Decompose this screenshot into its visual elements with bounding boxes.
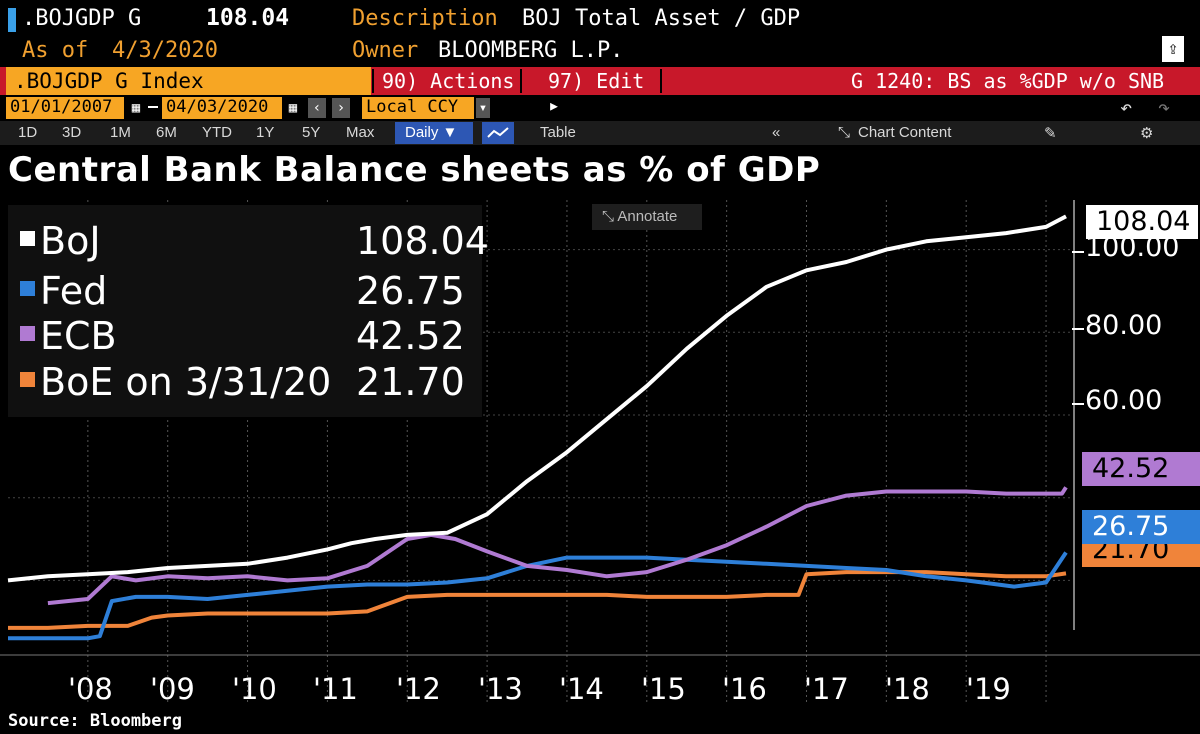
chart-legend: BoJ 108.04 Fed 26.75 ECB 42.52 BoE on 3/… [8,205,489,417]
range-1m[interactable]: 1M [110,124,131,141]
edit-menu[interactable]: 97) Edit ▸ [548,67,658,117]
annotate-button[interactable]: ⤡ Annotate [592,204,702,230]
as-of-date: 4/3/2020 [112,38,218,63]
range-max[interactable]: Max [346,124,375,141]
calendar-icon[interactable]: ▦ [127,98,145,118]
range-1d[interactable]: 1D [18,124,38,141]
prev-period-button[interactable]: ‹ [308,98,326,118]
line-chart [0,200,1200,705]
calendar-icon[interactable]: ▦ [284,98,302,118]
chart-content-icon[interactable]: ⤡ [838,124,851,141]
range-3d[interactable]: 3D [62,124,82,141]
collapse-icon[interactable]: « [772,124,781,141]
y-tick-label: 80.00 [1085,310,1163,341]
x-tick-label: '18 [885,672,930,706]
range-6m[interactable]: 6M [156,124,177,141]
x-tick-label: '16 [722,672,767,706]
legend-swatch [20,281,35,296]
y-tick-mark [1072,328,1084,330]
range-5y[interactable]: 5Y [302,124,321,141]
date-range-bar: 01/01/2007 ▦ 04/03/2020 ▦ ‹ › Local CCY … [0,95,1200,121]
ticker-marker [8,8,16,32]
current-value: 108.04 [206,5,290,31]
x-tick-label: '11 [313,672,358,706]
value-tag-boj: 108.04 [1086,205,1198,239]
owner-label: Owner [352,38,419,63]
legend-value: 108.04 [356,219,489,263]
x-tick-label: '12 [396,672,441,706]
currency-select[interactable]: Local CCY [362,97,474,119]
x-tick-label: '17 [804,672,849,706]
gear-icon[interactable]: ⚙ [1140,125,1154,142]
legend-swatch [20,326,35,341]
legend-value: 21.70 [356,360,465,404]
legend-swatch [20,231,35,246]
toolbar-divider [660,69,662,93]
date-dash [148,106,158,108]
y-tick-mark [1072,403,1084,405]
legend-label: Fed [40,269,108,313]
x-tick-label: '19 [966,672,1011,706]
ticker-short: .BOJGDP G [22,6,142,31]
edit-pencil-icon[interactable]: ✎ [1044,125,1057,142]
table-button[interactable]: Table [540,124,576,141]
legend-value: 26.75 [356,269,465,313]
undo-icon[interactable]: ↶ [1120,95,1133,119]
next-period-button[interactable]: › [332,98,350,118]
toolbar-divider [520,69,522,93]
ticker-index-field[interactable]: .BOJGDP G Index [6,67,371,95]
x-tick-label: '08 [68,672,113,706]
x-tick-label: '09 [150,672,195,706]
value-tag-fed: 26.75 [1082,510,1200,544]
end-date-field[interactable]: 04/03/2020 [162,97,282,119]
chart-title: Central Bank Balance sheets as % of GDP [8,150,821,190]
owner-value: BLOOMBERG L.P. [438,38,624,63]
range-ytd[interactable]: YTD [202,124,232,141]
x-tick-label: '10 [232,672,277,706]
redo-icon[interactable]: ↷ [1158,95,1171,119]
as-of-label: As of [22,38,89,63]
y-tick-label: 60.00 [1085,385,1163,416]
chart-name: G 1240: BS as %GDP w/o SNB [851,67,1196,95]
chart-content-button[interactable]: Chart Content [858,124,952,141]
value-tag-ecb: 42.52 [1082,452,1200,486]
function-toolbar: .BOJGDP G Index 90) Actions ▸ 97) Edit ▸… [0,67,1200,117]
range-toolbar: 1D 3D 1M 6M YTD 1Y 5Y Max Daily ▼ Table … [0,121,1200,145]
start-date-field[interactable]: 01/01/2007 [6,97,124,119]
legend-label: BoJ [40,219,101,263]
description-label: Description [352,6,498,31]
series-line-boj [7,214,1067,583]
security-header: .BOJGDP G 108.04 Description BOJ Total A… [0,4,1200,36]
annotate-icon: ⤡ [602,208,618,225]
toolbar-divider [372,69,374,93]
security-subheader: As of 4/3/2020 Owner BLOOMBERG L.P. ⇪ [0,36,1200,66]
x-tick-label: '13 [478,672,523,706]
range-1y[interactable]: 1Y [256,124,275,141]
export-icon[interactable]: ⇪ [1162,36,1184,62]
actions-menu[interactable]: 90) Actions ▸ [382,67,517,117]
legend-value: 42.52 [356,314,465,358]
chevron-down-icon[interactable]: ▾ [476,98,490,118]
x-tick-label: '15 [641,672,686,706]
source-note: Source: Bloomberg [8,711,182,731]
legend-label: BoE on 3/31/20 [40,360,332,404]
y-tick-mark [1072,251,1084,253]
description-value: BOJ Total Asset / GDP [522,6,801,31]
series-line-boe [8,570,1067,630]
frequency-select[interactable]: Daily ▼ [395,122,473,144]
legend-label: ECB [40,314,117,358]
annotate-label: Annotate [617,208,678,225]
series-line-ecb [47,486,1068,606]
line-chart-icon[interactable] [482,122,514,144]
legend-swatch [20,372,35,387]
x-tick-label: '14 [559,672,604,706]
